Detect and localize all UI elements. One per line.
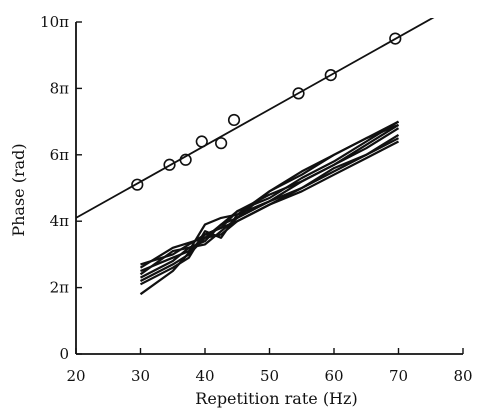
y-tick-label: 2π [50, 279, 70, 297]
y-tick-label: 4π [50, 212, 70, 230]
phase-trace-line [139, 127, 400, 279]
plot-content [76, 18, 435, 296]
y-tick-label: 10π [40, 13, 69, 31]
data-point-marker [215, 137, 228, 150]
measured-points [131, 32, 402, 191]
x-tick-label: 40 [195, 367, 214, 385]
x-tick-label: 50 [260, 367, 279, 385]
x-axis-title: Repetition rate (Hz) [195, 389, 357, 408]
x-tick-label: 20 [66, 367, 85, 385]
axes: 20 30 40 50 60 70 80 0 2π 4π 6π 8π 10π Repetition r… [9, 13, 473, 408]
y-tick-label: 8π [50, 79, 70, 97]
x-tick-label: 80 [453, 367, 472, 385]
x-tick-label: 70 [389, 367, 408, 385]
x-ticks: 20 30 40 50 60 70 80 [66, 348, 473, 385]
y-axis-title: Phase (rad) [9, 143, 28, 236]
y-ticks: 0 2π 4π 6π 8π 10π [40, 13, 82, 363]
y-tick-label: 6π [50, 146, 70, 164]
phase-trace-line [139, 120, 400, 269]
data-point-marker [227, 113, 241, 127]
x-tick-label: 30 [131, 367, 150, 385]
regression-line [76, 18, 435, 219]
phase-trace-line [140, 123, 400, 266]
y-tick-label: 0 [59, 345, 69, 363]
x-tick-label: 60 [324, 367, 343, 385]
phase-trace-line [139, 120, 400, 276]
phase-trace-line [139, 133, 400, 286]
phase-trace-line [139, 140, 400, 282]
